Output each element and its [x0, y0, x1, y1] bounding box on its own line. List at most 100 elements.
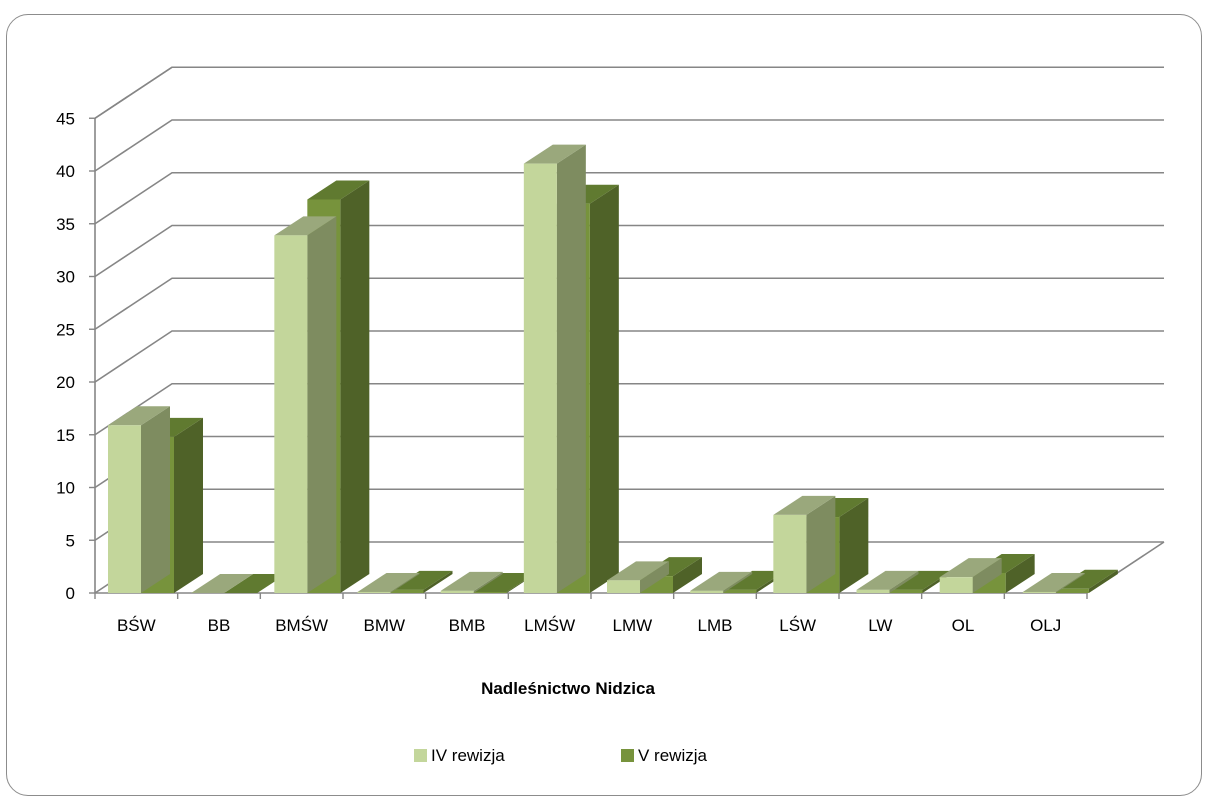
- y-tick-label: 40: [56, 162, 75, 181]
- bar-top: [307, 180, 370, 200]
- x-tick-label: BMB: [449, 616, 486, 635]
- bar-top: [440, 571, 503, 591]
- bar-top: [108, 406, 170, 426]
- bar-side: [1005, 553, 1035, 593]
- bar-front: [274, 235, 308, 594]
- bar-side: [806, 495, 836, 593]
- bar-front: [607, 580, 640, 593]
- x-tick-label: LMŚW: [524, 616, 575, 635]
- bar-BMB-IV-rewizja: [440, 571, 503, 593]
- gridline: [94, 330, 1164, 383]
- bar-top: [607, 561, 669, 581]
- bar-front: [856, 589, 890, 593]
- bar-OLJ-V-rewizja: [1055, 569, 1118, 593]
- bar-BMW-IV-rewizja: [357, 572, 420, 593]
- bar-top: [1022, 572, 1085, 592]
- bar-side: [174, 417, 203, 593]
- y-tick-label: 15: [56, 426, 75, 445]
- bar-front: [773, 514, 807, 593]
- bar-front: [440, 590, 474, 593]
- gridline: [94, 119, 1164, 172]
- x-tick-label: LMW: [612, 616, 652, 635]
- bar-LŚW-IV-rewizja: [773, 495, 836, 593]
- bar-BB-V-rewizja: [224, 574, 287, 593]
- y-tick-label: 35: [56, 215, 75, 234]
- x-tick-label: BŚW: [117, 616, 156, 635]
- bar-front: [889, 589, 923, 593]
- bar-front: [690, 590, 724, 593]
- bar-front: [473, 591, 507, 593]
- bar-side: [556, 144, 586, 594]
- bar-side: [673, 557, 702, 593]
- x-tick-label: LW: [868, 616, 892, 635]
- y-tick-label: 0: [66, 584, 75, 603]
- x-tick-label: LMB: [698, 616, 733, 635]
- bar-side: [390, 572, 420, 593]
- x-tick-label: LŚW: [779, 616, 816, 635]
- bar-top: [274, 216, 337, 236]
- bar-front: [939, 577, 973, 593]
- y-tick-label: 25: [56, 320, 75, 339]
- bar-top: [939, 558, 1002, 578]
- bar-top: [473, 572, 536, 592]
- bar-front: [1055, 588, 1089, 593]
- bar-BŚW-IV-rewizja: [108, 406, 170, 593]
- bar-side: [307, 216, 337, 594]
- bar-side: [640, 561, 669, 593]
- bar-side: [141, 406, 170, 593]
- bar-side: [972, 558, 1002, 593]
- legend-swatch: [414, 749, 427, 762]
- y-tick-label: 45: [56, 109, 75, 128]
- bar-LMW-IV-rewizja: [607, 561, 669, 593]
- bar-side: [723, 571, 753, 593]
- gridline: [94, 224, 1164, 278]
- bar-top: [224, 574, 287, 593]
- legend-label: V rewizja: [638, 746, 708, 765]
- bar-LW-IV-rewizja: [856, 570, 919, 593]
- bar-side: [889, 570, 919, 593]
- legend-label: IV rewizja: [431, 746, 505, 765]
- bar-top: [690, 571, 753, 591]
- bar-top: [1055, 569, 1118, 589]
- bar-front: [357, 591, 391, 593]
- bar-top: [723, 570, 786, 590]
- gridline-top: [94, 66, 1164, 119]
- bar-side: [473, 571, 503, 593]
- bar-front: [723, 589, 757, 593]
- x-tick-label: BMW: [364, 616, 406, 635]
- x-tick-label: BB: [208, 616, 231, 635]
- x-tick-label: BMŚW: [275, 616, 328, 635]
- bar-side: [340, 180, 370, 594]
- chart-title: Nadleśnictwo Nidzica: [481, 679, 655, 698]
- gridline: [94, 435, 1164, 489]
- gridline: [94, 277, 1164, 330]
- bar-LMB-IV-rewizja: [690, 571, 753, 593]
- bar-side: [1055, 572, 1085, 593]
- y-tick-label: 10: [56, 479, 75, 498]
- x-tick-label: OL: [952, 616, 975, 635]
- bar-side: [1088, 569, 1118, 593]
- bar-OLJ-IV-rewizja: [1022, 572, 1085, 593]
- bar-front: [1022, 591, 1056, 593]
- x-tick-label: OLJ: [1030, 616, 1061, 635]
- gridline: [94, 171, 1164, 225]
- bar-top: [357, 572, 420, 592]
- bar-top: [856, 570, 919, 590]
- bar-side: [589, 184, 619, 593]
- gridline: [94, 488, 1164, 541]
- bar-front: [390, 589, 424, 593]
- gridline: [94, 382, 1164, 436]
- bar-LMŚW-IV-rewizja: [523, 144, 586, 594]
- y-tick-label: 5: [66, 531, 75, 550]
- bar-OL-IV-rewizja: [939, 558, 1002, 593]
- bar-top: [390, 570, 453, 590]
- gridline: [94, 66, 1164, 119]
- bar-side: [423, 570, 453, 593]
- bar-BMŚW-IV-rewizja: [274, 216, 337, 594]
- bar-front: [523, 163, 557, 594]
- bar-top: [523, 144, 586, 164]
- y-tick-label: 30: [56, 268, 75, 287]
- bar-top: [889, 570, 952, 590]
- legend-swatch: [621, 749, 634, 762]
